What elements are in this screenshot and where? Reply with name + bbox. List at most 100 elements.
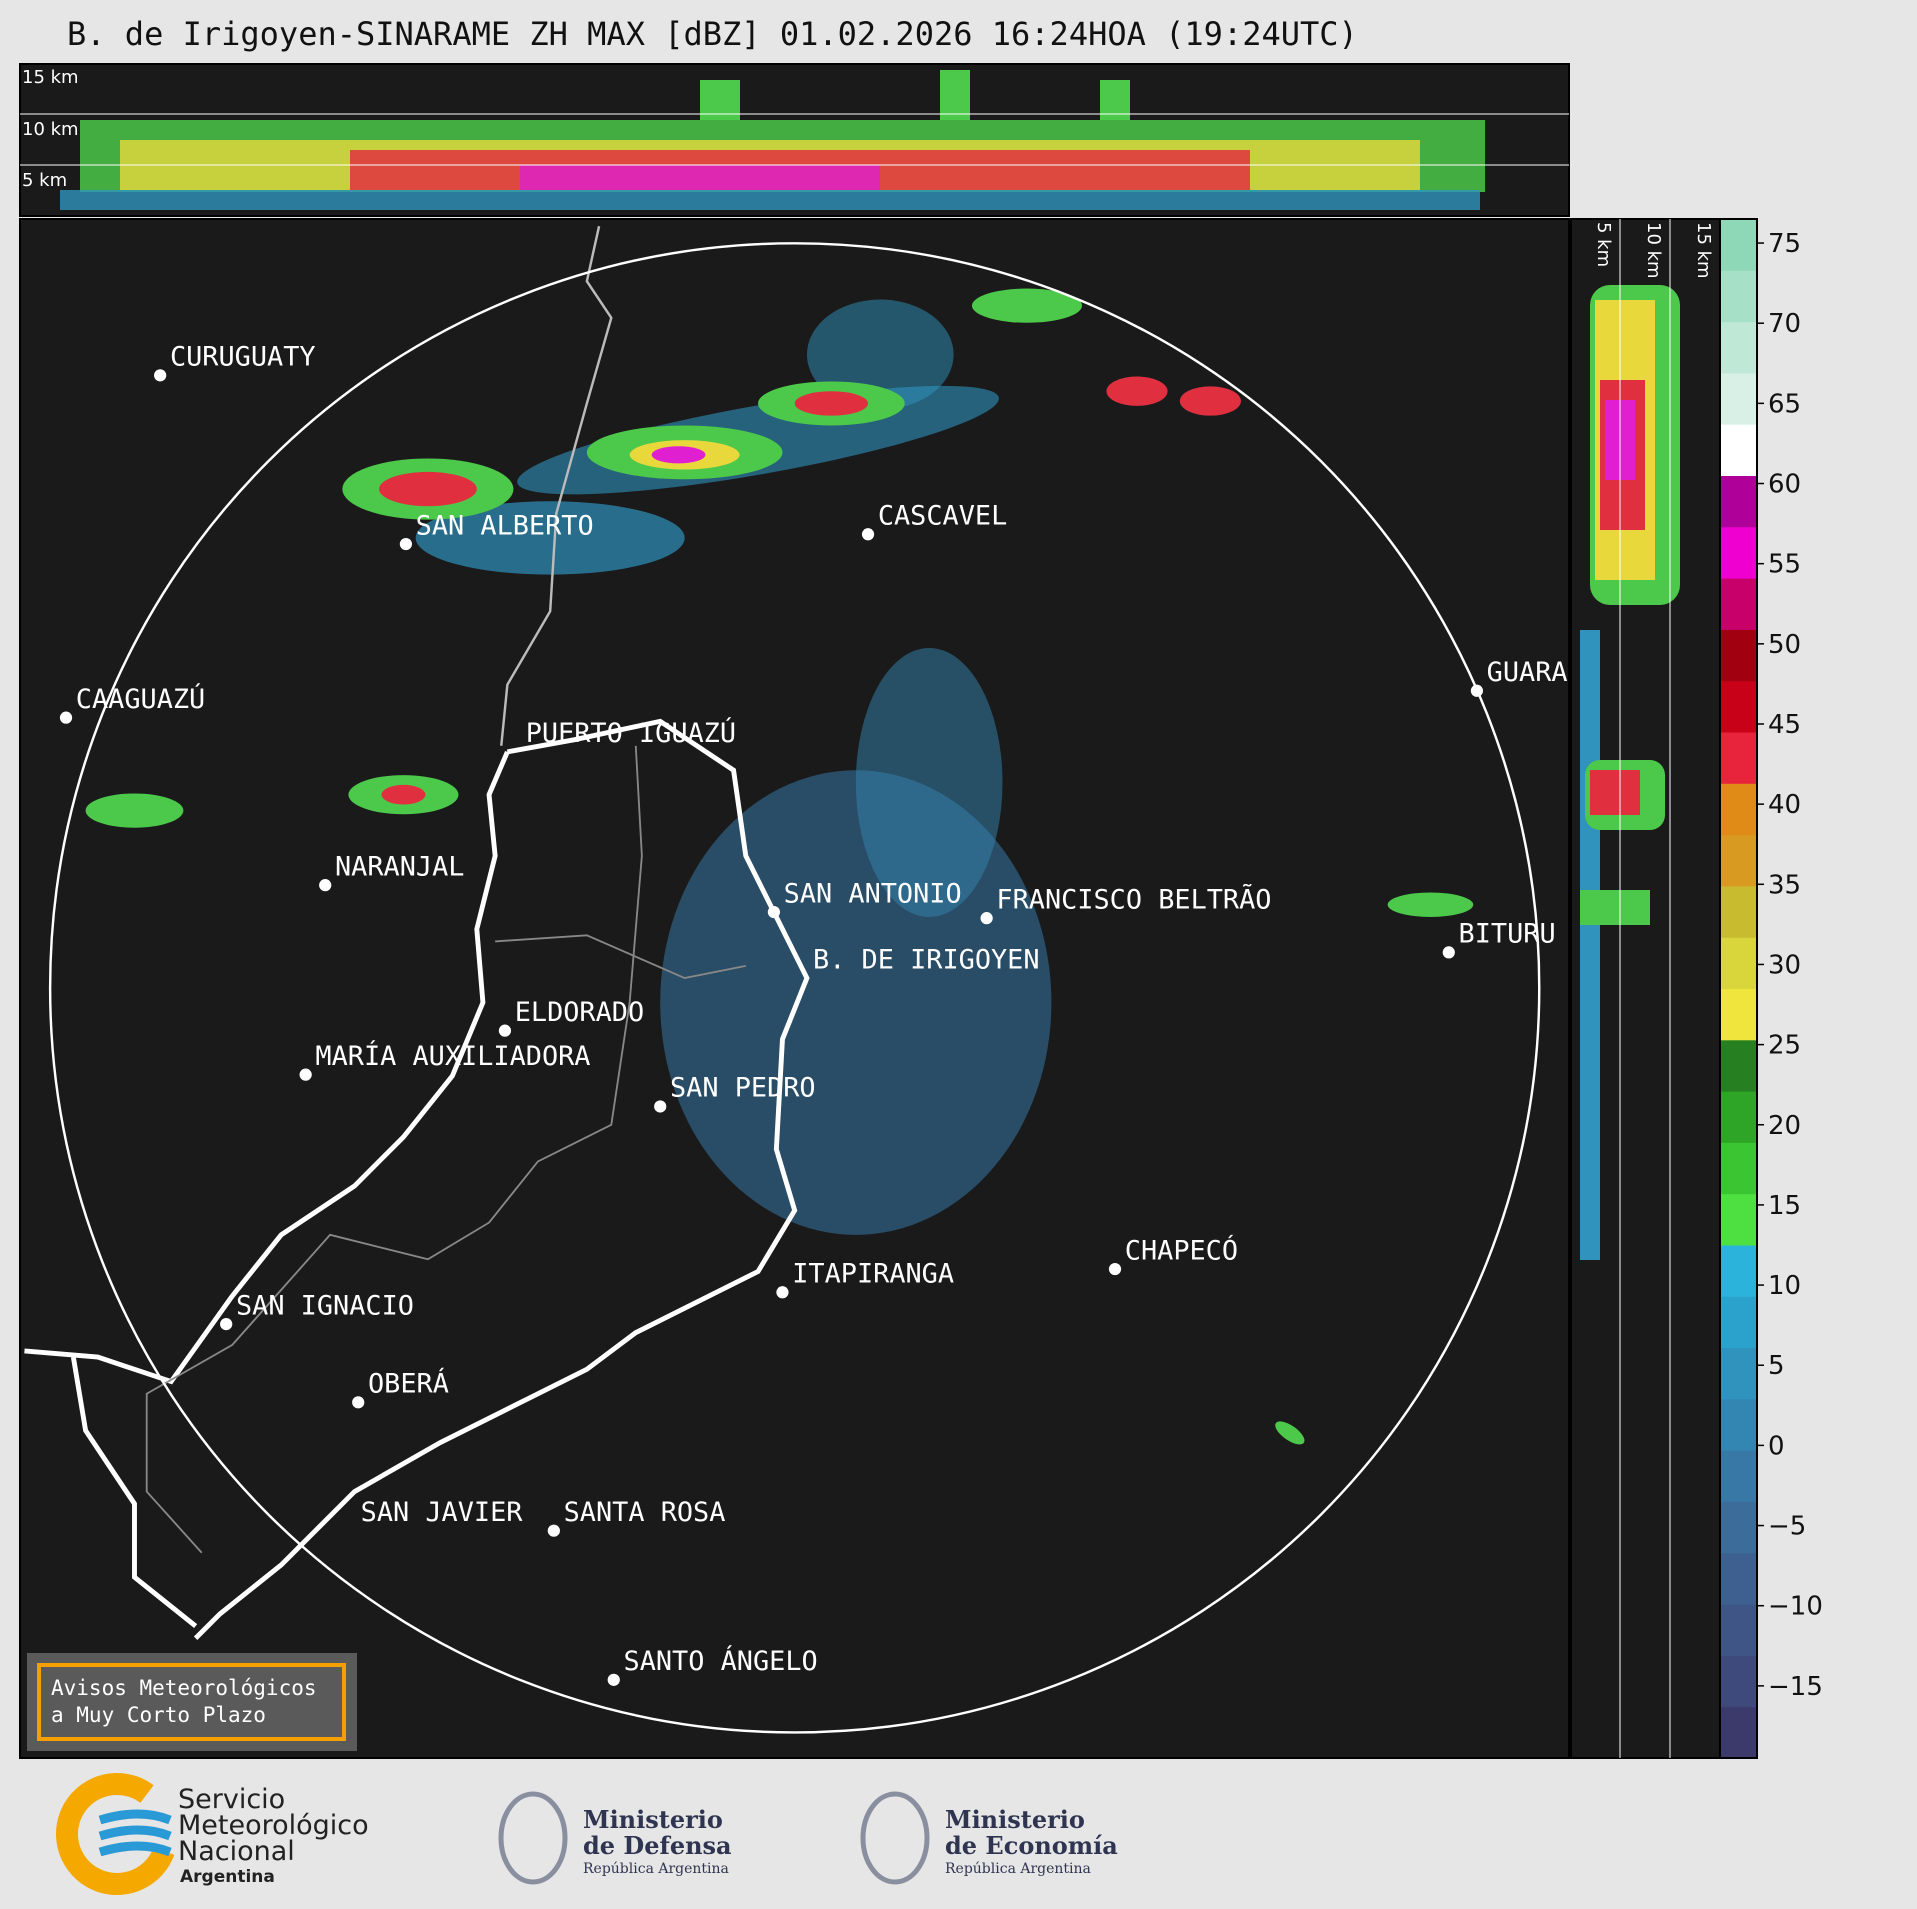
colorbar-segment — [1720, 1193, 1757, 1246]
border — [24, 750, 510, 1385]
colorbar-tick-label: 25 — [1768, 1031, 1801, 1061]
colorbar-tick-label: 30 — [1768, 950, 1801, 980]
city-dot — [319, 879, 332, 892]
smn-waves — [98, 1809, 172, 1857]
city-dot — [299, 1068, 312, 1081]
footer: Servicio Meteorológico Nacional Argentin… — [56, 1773, 1118, 1895]
colorbar-tick-label: −5 — [1768, 1512, 1806, 1542]
side-echoes — [1580, 285, 1680, 1260]
colorbar-segment — [1720, 1039, 1757, 1092]
footer-text: Meteorológico — [178, 1810, 369, 1841]
colorbar-segment — [1720, 1142, 1757, 1195]
colorbar-segment — [1720, 1552, 1757, 1605]
colorbar-tick-label: 0 — [1768, 1431, 1785, 1461]
footer-text: Argentina — [180, 1867, 275, 1887]
colorbar-segment — [1720, 988, 1757, 1041]
emblem — [498, 1791, 568, 1885]
city-dot — [352, 1396, 365, 1409]
colorbar-segment — [1720, 885, 1757, 938]
city-dot — [654, 1100, 667, 1113]
footer-text: República Argentina — [945, 1861, 1091, 1877]
colorbar-tick-label: 5 — [1768, 1351, 1785, 1381]
km-label: 15 km — [22, 67, 79, 88]
colorbar-segment — [1720, 732, 1757, 784]
colorbar-segment — [1720, 1245, 1757, 1297]
city-label: FRANCISCO BELTRÃO — [996, 883, 1271, 915]
colorbar-tick-label: 40 — [1768, 790, 1801, 820]
city-label: SAN IGNACIO — [236, 1290, 414, 1321]
km-label: 10 km — [22, 119, 79, 140]
city-dot — [547, 1524, 560, 1537]
city-dot — [767, 905, 781, 919]
footer-text: Ministerio — [945, 1805, 1085, 1834]
border — [70, 1356, 198, 1628]
city-dot — [154, 369, 167, 382]
colorbar-segment — [1720, 1091, 1757, 1143]
colorbar-frame — [1719, 218, 1758, 1759]
footer-text: Ministerio — [583, 1805, 723, 1834]
title: B. de Irigoyen-SINARAME ZH MAX [dBZ] 01.… — [67, 15, 1358, 53]
footer-text: República Argentina — [583, 1861, 729, 1877]
city-dot — [1442, 946, 1455, 959]
city-label: SAN ANTONIO — [784, 878, 962, 909]
city-label: B. DE IRIGOYEN — [813, 944, 1040, 975]
colorbar-segment — [1720, 475, 1757, 528]
colorbar-segment — [1720, 321, 1757, 374]
colorbar-segment — [1720, 578, 1757, 630]
notice-text: a Muy Corto Plazo — [51, 1703, 266, 1727]
colorbar-tick-label: 70 — [1768, 309, 1801, 339]
colorbar-segment — [1720, 1296, 1757, 1349]
colorbar-segment — [1720, 219, 1757, 271]
footer-text: Servicio — [178, 1784, 285, 1815]
colorbar-tick-label: 10 — [1768, 1271, 1801, 1301]
colorbar-segment — [1720, 1450, 1757, 1502]
city-label: ELDORADO — [515, 997, 644, 1028]
colorbar-segment — [1720, 1604, 1757, 1656]
km-label: 10 km — [1643, 222, 1664, 279]
city-label: PUERTO IGUAZÚ — [526, 717, 736, 749]
city-dot — [607, 1673, 620, 1686]
city-label: SAN PEDRO — [670, 1073, 816, 1104]
colorbar-segment — [1720, 1655, 1757, 1708]
dept-border — [495, 934, 746, 980]
city-label: SAN ALBERTO — [416, 510, 594, 541]
colorbar-segment — [1720, 834, 1757, 887]
colorbar-segment — [1720, 1501, 1757, 1554]
colorbar-segment — [1720, 629, 1757, 682]
colorbar-tick-label: 55 — [1768, 550, 1801, 580]
city-dot — [776, 1286, 789, 1299]
border — [193, 718, 810, 1641]
colorbar-segment — [1720, 270, 1757, 323]
city-label: SANTA ROSA — [564, 1497, 726, 1528]
city-label: MARÍA AUXILIADORA — [315, 1040, 590, 1072]
notice-text: Avisos Meteorológicos — [51, 1676, 317, 1700]
colorbar-tick-label: 20 — [1768, 1111, 1801, 1141]
dept-border — [145, 745, 643, 1554]
city-dot — [498, 1024, 512, 1037]
colorbar-segment — [1720, 783, 1757, 836]
city-label: OBERÁ — [368, 1368, 449, 1400]
colorbar-segment — [1720, 680, 1757, 733]
top-echoes — [60, 70, 1485, 210]
colorbar: −15 −10 −5 0 5 10 15 20 25 30 35 40 45 50 55 60 65 70 75 — [1720, 219, 1823, 1759]
colorbar-segment — [1720, 372, 1757, 425]
city-label: CURUGUATY — [170, 342, 316, 373]
footer-text: de Defensa — [583, 1831, 732, 1860]
notice-bg — [27, 1653, 357, 1751]
colorbar-tick-label: 50 — [1768, 630, 1801, 660]
km-label: 5 km — [22, 170, 67, 191]
cities: CURUGUATY SAN ALBERTO CASCAVEL CAAGUAZÚ GUAR… — [59, 342, 1568, 1686]
colorbar-segment — [1720, 424, 1757, 476]
colorbar-tick-label: 45 — [1768, 710, 1801, 740]
city-dot — [980, 912, 993, 925]
colorbar-tick-label: −10 — [1768, 1592, 1823, 1622]
footer-text: Nacional — [178, 1836, 295, 1867]
city-label: NARANJAL — [335, 851, 464, 882]
colorbar-tick-label: 75 — [1768, 229, 1801, 259]
notice-box[interactable] — [37, 1663, 346, 1741]
city-dot — [220, 1317, 233, 1331]
colorbar-tick-label: 65 — [1768, 389, 1801, 419]
footer-text: de Economía — [945, 1831, 1118, 1860]
emblem — [860, 1791, 930, 1885]
